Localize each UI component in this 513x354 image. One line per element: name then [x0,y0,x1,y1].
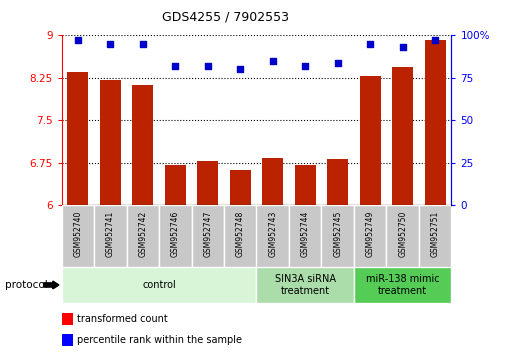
Point [106,41,114,47]
Text: GSM952750: GSM952750 [398,210,407,257]
Bar [425,40,446,205]
Text: miR-138 mimic
treatment: miR-138 mimic treatment [366,274,440,296]
Bar [419,205,451,267]
Bar [354,267,451,303]
Text: GSM952746: GSM952746 [171,210,180,257]
Bar [360,76,381,205]
Text: percentile rank within the sample: percentile rank within the sample [77,335,242,345]
Point [74,38,82,43]
Bar [191,205,224,267]
Text: GDS4255 / 7902553: GDS4255 / 7902553 [162,11,289,24]
Bar [165,165,186,205]
Text: GSM952747: GSM952747 [203,210,212,257]
Bar [294,165,316,205]
Point [236,67,244,72]
Text: GSM952741: GSM952741 [106,210,115,257]
Point [366,41,374,47]
Bar [94,205,127,267]
Bar [230,170,251,205]
Bar [256,205,289,267]
Text: GSM952740: GSM952740 [73,210,82,257]
Bar [62,267,256,303]
Bar [322,205,354,267]
Bar [197,161,219,205]
Point [399,45,407,50]
Point [269,58,277,64]
Text: GSM952749: GSM952749 [366,210,374,257]
Text: GSM952742: GSM952742 [139,210,147,257]
Bar [127,205,159,267]
Bar [354,205,386,267]
Text: control: control [142,280,176,290]
Text: GSM952744: GSM952744 [301,210,310,257]
Bar [159,205,191,267]
Text: transformed count: transformed count [77,314,168,324]
Text: GSM952743: GSM952743 [268,210,277,257]
Point [431,38,439,43]
Bar [256,267,354,303]
Bar [224,205,256,267]
Bar [62,205,94,267]
Bar [100,80,121,205]
Point [333,60,342,65]
Text: GSM952751: GSM952751 [431,210,440,257]
Bar [67,72,88,205]
Bar [392,67,413,205]
Text: GSM952748: GSM952748 [236,210,245,257]
Bar [132,85,153,205]
Point [204,63,212,69]
Bar [386,205,419,267]
Bar [262,158,283,205]
Point [301,63,309,69]
Point [171,63,180,69]
Text: SIN3A siRNA
treatment: SIN3A siRNA treatment [275,274,336,296]
Text: GSM952745: GSM952745 [333,210,342,257]
Text: protocol: protocol [5,280,48,290]
Point [139,41,147,47]
Bar [327,159,348,205]
Bar [289,205,322,267]
